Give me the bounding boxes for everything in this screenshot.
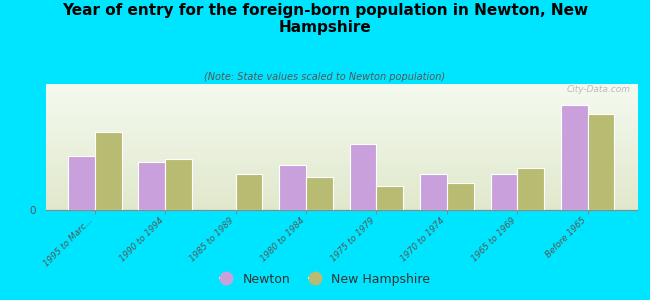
Bar	[447, 183, 474, 210]
Bar	[561, 105, 588, 210]
Bar	[235, 174, 263, 210]
Bar	[588, 114, 614, 210]
Text: (Note: State values scaled to Newton population): (Note: State values scaled to Newton pop…	[205, 72, 445, 82]
Bar	[165, 159, 192, 210]
Text: Year of entry for the foreign-born population in Newton, New
Hampshire: Year of entry for the foreign-born popul…	[62, 3, 588, 35]
Bar	[376, 186, 403, 210]
Bar	[280, 165, 306, 210]
Bar	[138, 162, 165, 210]
Bar	[306, 177, 333, 210]
Text: City-Data.com: City-Data.com	[567, 85, 631, 94]
Bar	[68, 156, 95, 210]
Bar	[350, 144, 376, 210]
Bar	[517, 168, 544, 210]
Bar	[420, 174, 447, 210]
Bar	[95, 132, 122, 210]
Bar	[491, 174, 517, 210]
Legend: Newton, New Hampshire: Newton, New Hampshire	[214, 268, 436, 291]
